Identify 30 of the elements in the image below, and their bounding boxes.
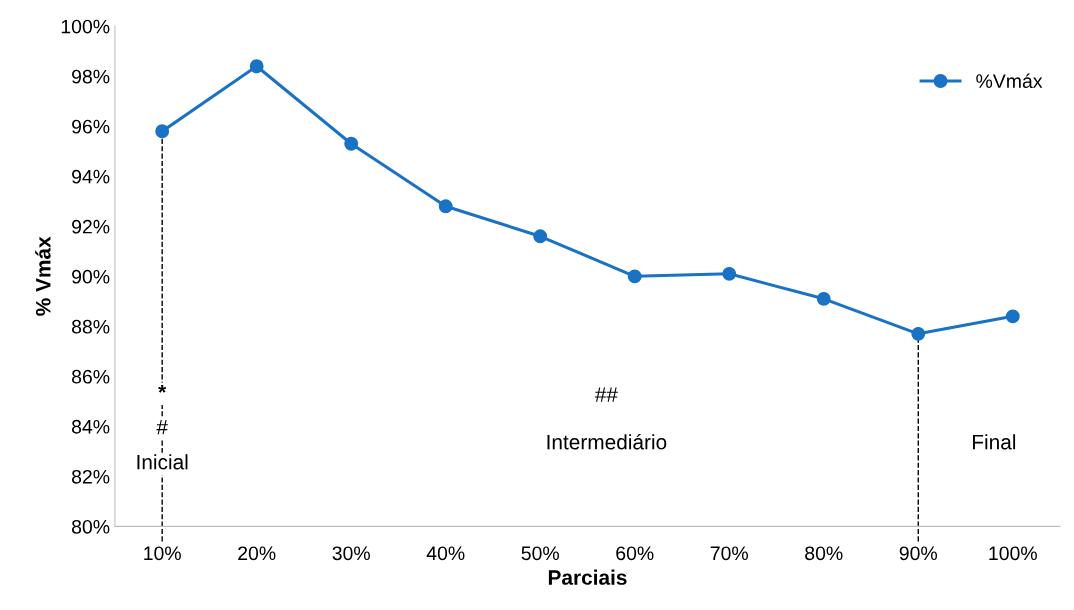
annotation: ## <box>594 387 618 402</box>
legend-label: %Vmáx <box>976 73 1043 89</box>
x-tick-label: 60% <box>616 546 654 561</box>
x-tick-label: 40% <box>426 546 465 561</box>
x-tick-label: 50% <box>521 546 559 561</box>
x-tick-label: 80% <box>805 546 843 561</box>
y-tick-label: 96% <box>72 119 110 134</box>
y-tick-label: 92% <box>72 219 110 234</box>
y-tick-label: 88% <box>71 319 110 334</box>
annotation: Final <box>973 434 1016 450</box>
y-axis-title: % Vmáx <box>35 236 51 316</box>
annotation: Inicial <box>137 454 188 470</box>
x-tick-label: 30% <box>332 546 370 561</box>
x-tick-label: 90% <box>899 546 938 561</box>
annotation: # <box>156 420 168 435</box>
x-axis-title: Parciais <box>548 569 627 585</box>
x-tick-label: 70% <box>710 546 749 561</box>
x-tick-label: 20% <box>238 546 276 561</box>
annotation: * <box>158 384 167 393</box>
y-tick-label: 94% <box>72 169 110 184</box>
annotation: Intermediário <box>547 433 667 450</box>
y-tick-label: 98% <box>72 69 110 84</box>
y-tick-label: 84% <box>71 419 110 434</box>
x-tick-label: 10% <box>144 546 181 561</box>
x-tick-label: 100% <box>989 546 1037 561</box>
y-tick-label: 100% <box>61 19 110 34</box>
y-tick-label: 80% <box>71 519 110 534</box>
y-tick-label: 82% <box>71 469 110 484</box>
y-tick-label: 86% <box>71 369 110 384</box>
y-tick-label: 90% <box>72 269 110 284</box>
